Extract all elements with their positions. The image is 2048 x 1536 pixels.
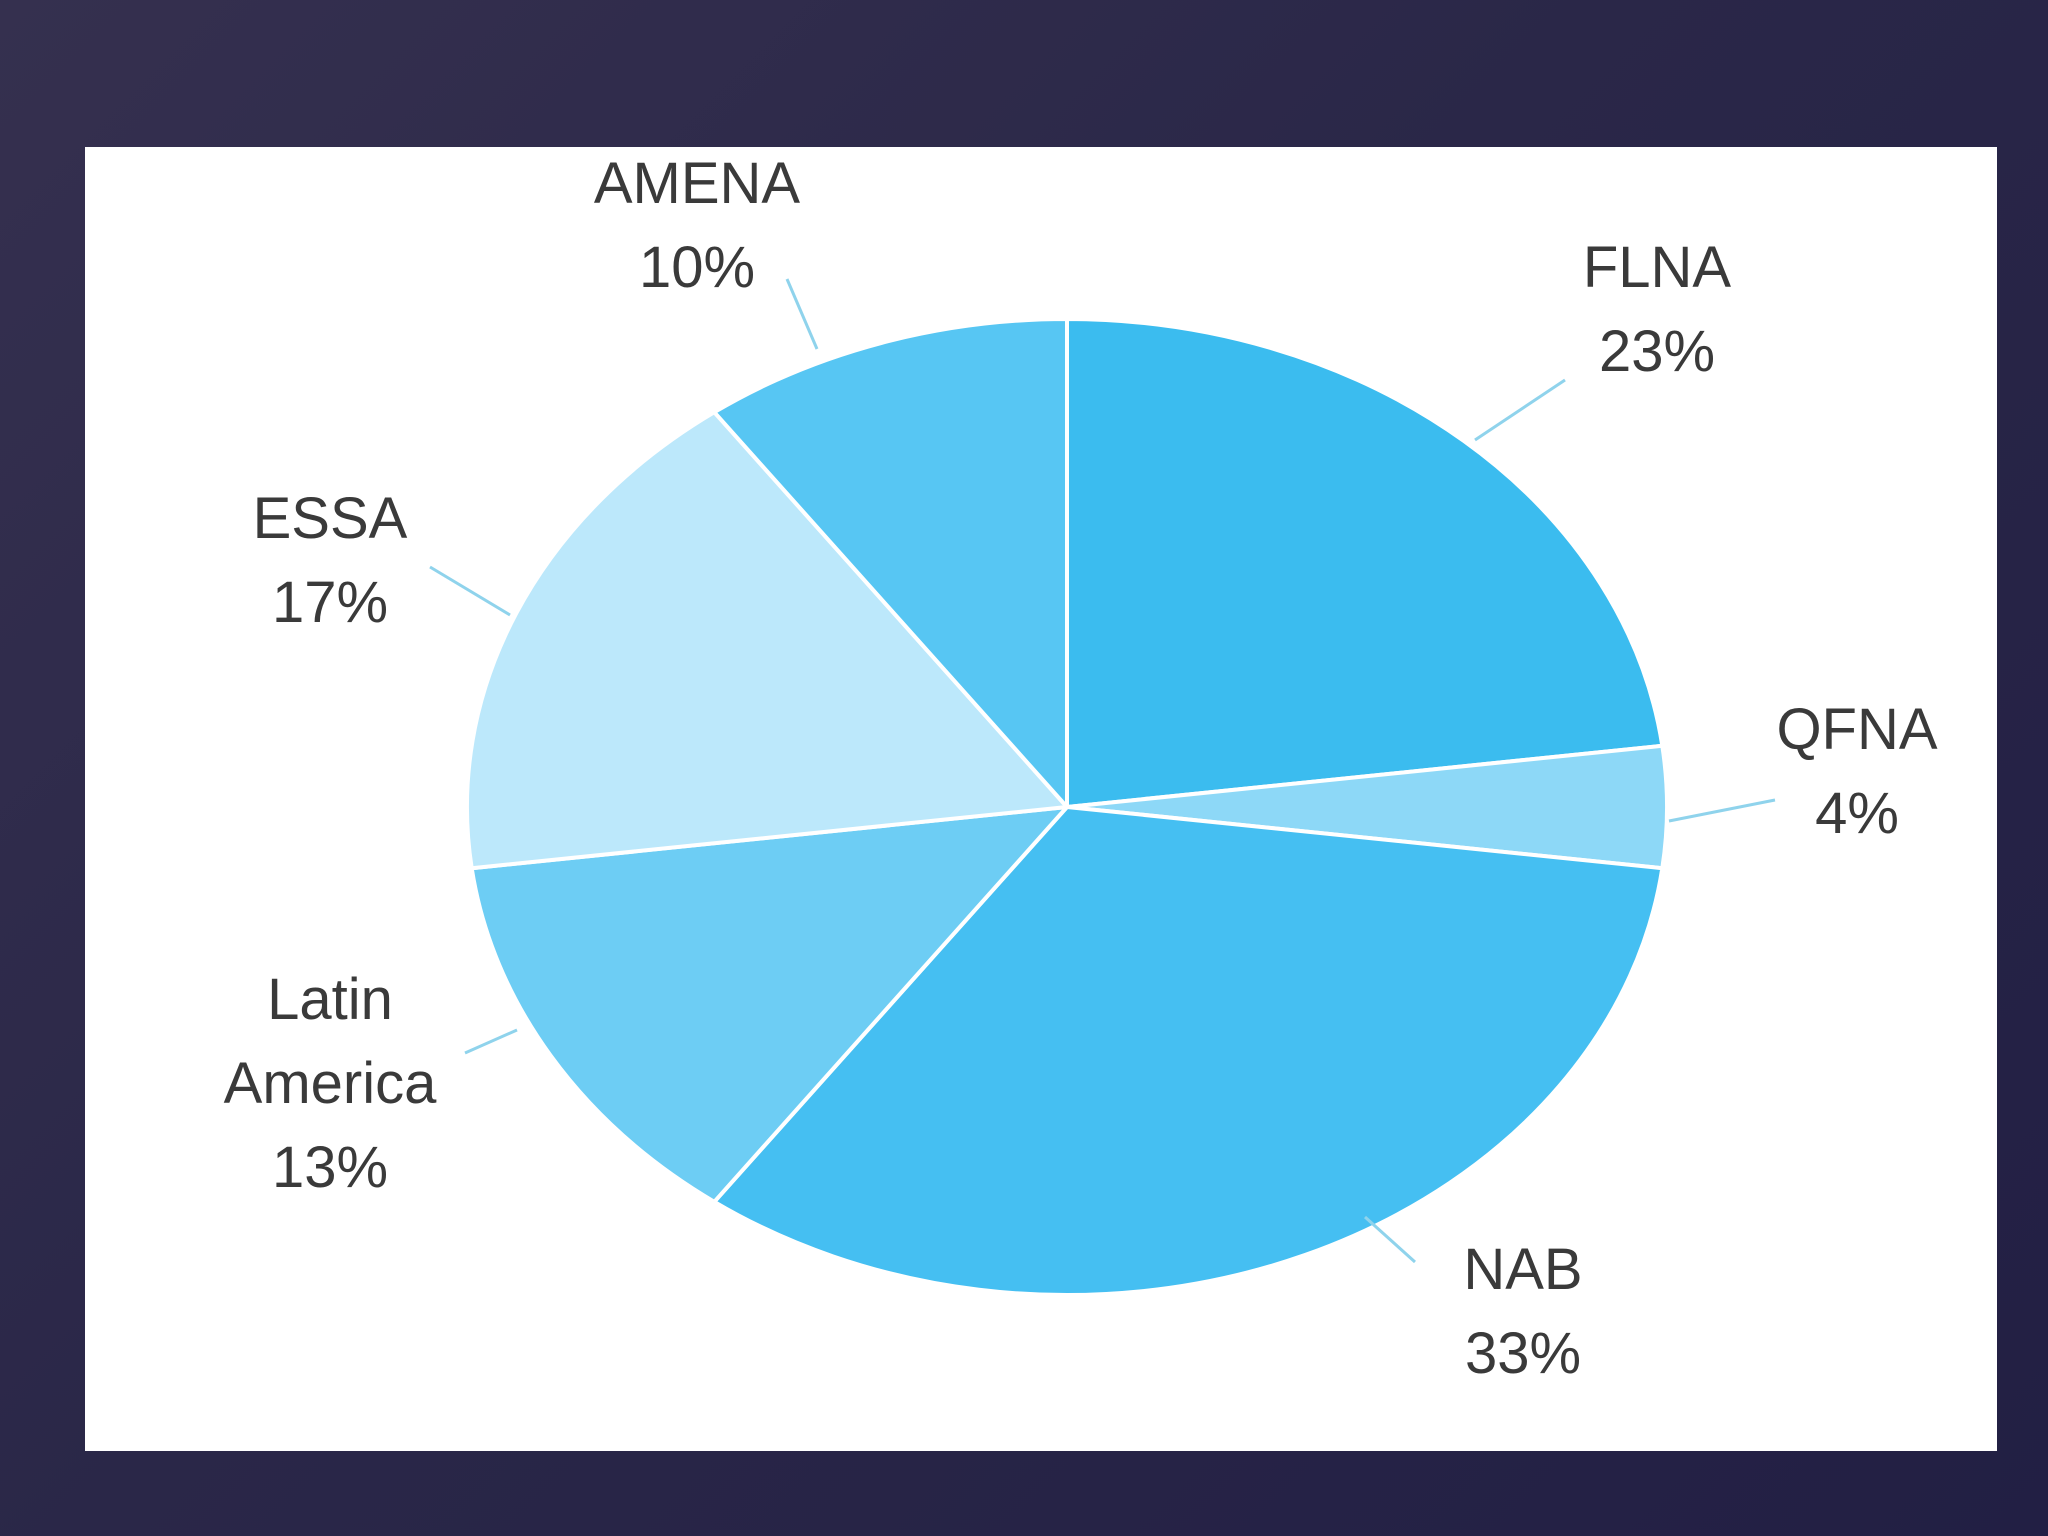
- slice-name-latin-america: Latin: [267, 967, 393, 1032]
- slice-value-amena: 10%: [639, 235, 755, 300]
- slice-name-nab: NAB: [1463, 1237, 1582, 1302]
- leader-line-amena: [785, 278, 819, 350]
- pie-slice-essa: [464, 410, 1069, 871]
- slice-label-nab: NAB 33%: [1463, 1237, 1582, 1386]
- slice-name-latin-america: America: [224, 1051, 437, 1116]
- slice-value-nab: 33%: [1465, 1321, 1581, 1386]
- leader-line-latin-america: [464, 1028, 518, 1055]
- slice-label-qfna: QFNA 4%: [1776, 697, 1937, 846]
- leader-line-essa: [429, 565, 511, 617]
- slice-label-latin-america: Latin America 13%: [224, 967, 437, 1200]
- slice-label-flna: FLNA 23%: [1583, 235, 1732, 384]
- pie-slice-flna: [1065, 317, 1665, 809]
- pie-chart: FLNA 23% QFNA 4% NAB 33% Latin America 13% ESSA 17…: [224, 151, 1938, 1386]
- slice-name-flna: FLNA: [1583, 235, 1732, 300]
- slice-name-qfna: QFNA: [1776, 697, 1937, 762]
- leader-line-flna: [1474, 378, 1566, 442]
- leader-line-nab: [1363, 1215, 1417, 1264]
- pie-slice-amena: [712, 317, 1069, 809]
- slice-value-essa: 17%: [272, 570, 388, 635]
- slice-label-amena: AMENA 10%: [594, 151, 801, 300]
- slice-value-latin-america: 13%: [272, 1135, 388, 1200]
- slice-value-flna: 23%: [1599, 319, 1715, 384]
- chart-card: FLNA 23% QFNA 4% NAB 33% Latin America 13% ESSA 17…: [85, 147, 1997, 1451]
- leader-lines-layer: [429, 278, 1776, 1264]
- slice-value-qfna: 4%: [1815, 781, 1899, 846]
- pie-slice-latin-america: [469, 805, 1069, 1204]
- slice-name-amena: AMENA: [594, 151, 801, 216]
- slices-layer: [464, 317, 1670, 1297]
- pie-slice-nab: [712, 805, 1665, 1297]
- slice-name-essa: ESSA: [253, 486, 408, 551]
- slice-label-essa: ESSA 17%: [253, 486, 408, 635]
- leader-line-qfna: [1668, 798, 1776, 823]
- labels-layer: FLNA 23% QFNA 4% NAB 33% Latin America 13% ESSA 17…: [224, 151, 1938, 1386]
